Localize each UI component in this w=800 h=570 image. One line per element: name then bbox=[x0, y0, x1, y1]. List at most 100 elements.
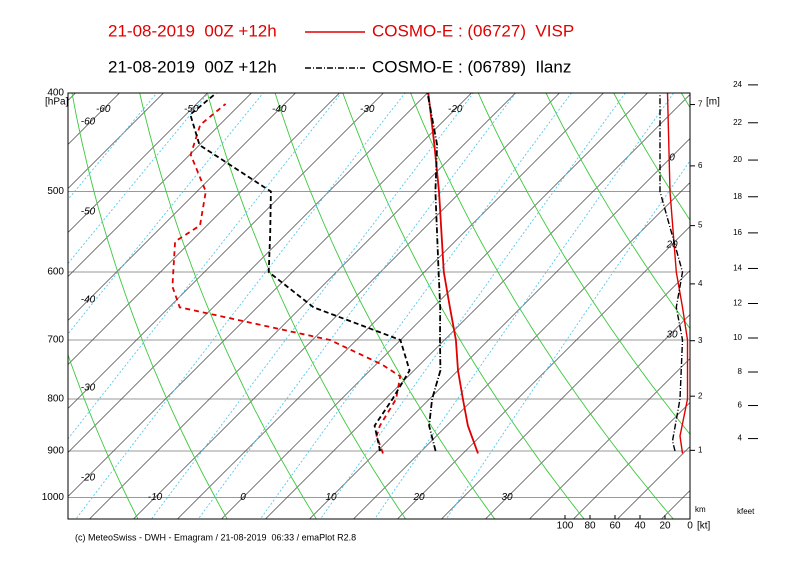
kfeet-tick-label: 22 bbox=[733, 118, 742, 127]
isotherm bbox=[68, 93, 164, 189]
mixing-ratio-line bbox=[75, 93, 406, 519]
isotherm bbox=[68, 93, 252, 277]
isotherm bbox=[68, 93, 296, 321]
isotherm bbox=[308, 137, 690, 519]
wind-speed-profile bbox=[666, 93, 689, 454]
kfeet-tick-label: 4 bbox=[738, 434, 743, 443]
isotherm bbox=[484, 313, 690, 519]
adiabat-label: -30 bbox=[81, 383, 96, 394]
isotherm-label: 10 bbox=[325, 492, 337, 503]
km-tick-label: 2 bbox=[698, 391, 703, 400]
height-unit: [m] bbox=[706, 97, 720, 108]
temperature-profile bbox=[427, 93, 479, 454]
wind-tick-label: 40 bbox=[634, 521, 646, 532]
mixing-ratio-line bbox=[68, 93, 264, 335]
legend-run: 21-08-2019 00Z +12h bbox=[108, 21, 277, 40]
kfeet-tick-label: 24 bbox=[733, 80, 742, 89]
kfeet-label: kfeet bbox=[737, 507, 755, 516]
pressure-tick-label: 1000 bbox=[42, 492, 65, 503]
adiabat-label: -60 bbox=[81, 117, 96, 128]
mixing-ratio-line bbox=[259, 93, 572, 519]
isotherm bbox=[68, 93, 428, 453]
dewpoint-profile bbox=[171, 103, 402, 454]
isotherm bbox=[68, 93, 340, 365]
pressure-tick-label: 800 bbox=[47, 394, 64, 405]
isotherm bbox=[176, 93, 604, 519]
isotherm bbox=[616, 445, 690, 519]
pressure-tick-label: 400 bbox=[47, 88, 64, 99]
mixing-ratio-line bbox=[374, 93, 675, 519]
km-tick-label: 1 bbox=[698, 445, 703, 454]
profiles bbox=[171, 93, 689, 454]
wind-tick-label: 100 bbox=[557, 521, 574, 532]
dry-adiabat bbox=[342, 93, 585, 519]
adiabat-label: 20 bbox=[665, 240, 678, 251]
plot-frame bbox=[67, 92, 691, 520]
pressure-tick-label: 700 bbox=[47, 335, 64, 346]
kfeet-tick-label: 10 bbox=[733, 333, 742, 342]
mixing-ratio-line bbox=[319, 93, 626, 519]
dry-adiabat bbox=[545, 93, 690, 330]
kfeet-tick-label: 20 bbox=[733, 155, 742, 164]
isotherm bbox=[440, 269, 690, 519]
wind-tick-label: 80 bbox=[584, 521, 596, 532]
isotherm-label: -20 bbox=[448, 104, 463, 115]
isotherm-label: -50 bbox=[184, 104, 199, 115]
dry-adiabat bbox=[206, 93, 407, 519]
pressure-tick-label: 500 bbox=[47, 186, 64, 197]
isotherm bbox=[68, 93, 472, 497]
wind-unit: [kt] bbox=[697, 521, 711, 532]
km-label: km bbox=[695, 505, 706, 514]
dry-adiabat bbox=[477, 93, 690, 435]
km-tick-label: 7 bbox=[698, 100, 703, 109]
km-tick-label: 6 bbox=[698, 161, 703, 170]
isotherm-label: -10 bbox=[148, 492, 163, 503]
isotherm bbox=[528, 357, 690, 519]
wind-tick-label: 0 bbox=[687, 521, 693, 532]
kfeet-tick-label: 18 bbox=[733, 192, 742, 201]
isotherm-label: 0 bbox=[240, 492, 246, 503]
wind-tick-label: 20 bbox=[659, 521, 671, 532]
isotherm bbox=[88, 93, 516, 519]
legend-name: COSMO-E : (06727) VISP bbox=[372, 21, 574, 40]
mixing-ratio-line bbox=[68, 93, 158, 201]
isotherm bbox=[68, 93, 384, 409]
isotherm-label: -40 bbox=[272, 104, 287, 115]
dry-adiabat bbox=[71, 93, 228, 519]
adiabat-label: -20 bbox=[81, 473, 96, 484]
isotherm-label: 30 bbox=[501, 492, 513, 503]
pressure-tick-label: 600 bbox=[47, 267, 64, 278]
isotherm bbox=[396, 225, 690, 519]
temperature-profile bbox=[426, 93, 442, 452]
mixing-ratio-line bbox=[68, 93, 209, 265]
dry-adiabat bbox=[274, 93, 496, 519]
isotherm bbox=[132, 93, 560, 519]
pressure-tick-label: 900 bbox=[47, 446, 64, 457]
plot-grid bbox=[68, 93, 690, 519]
km-tick-label: 3 bbox=[698, 336, 703, 345]
kfeet-tick-label: 16 bbox=[733, 228, 742, 237]
legend-run: 21-08-2019 00Z +12h bbox=[108, 57, 277, 76]
km-tick-label: 5 bbox=[698, 221, 703, 230]
isotherm-label: -60 bbox=[96, 104, 111, 115]
adiabat-label: 0 bbox=[669, 153, 675, 164]
kfeet-tick-label: 12 bbox=[733, 299, 742, 308]
isotherm bbox=[572, 401, 690, 519]
dewpoint-profile bbox=[189, 93, 411, 452]
kfeet-tick-label: 6 bbox=[738, 401, 743, 410]
dry-adiabat bbox=[139, 93, 317, 519]
mixing-ratio-line bbox=[150, 93, 474, 519]
isotherm-label: -30 bbox=[360, 104, 375, 115]
dry-adiabat bbox=[68, 353, 139, 519]
isotherm bbox=[220, 93, 648, 519]
isotherm bbox=[352, 181, 690, 519]
km-tick-label: 4 bbox=[698, 279, 703, 288]
footer: (c) MeteoSwiss - DWH - Emagram / 21-08-2… bbox=[75, 532, 356, 542]
isotherm bbox=[264, 93, 690, 519]
mixing-ratio-line bbox=[197, 93, 517, 519]
isotherm-label: 20 bbox=[412, 492, 425, 503]
wind-speed-profile bbox=[659, 93, 684, 452]
kfeet-tick-label: 14 bbox=[733, 264, 742, 273]
